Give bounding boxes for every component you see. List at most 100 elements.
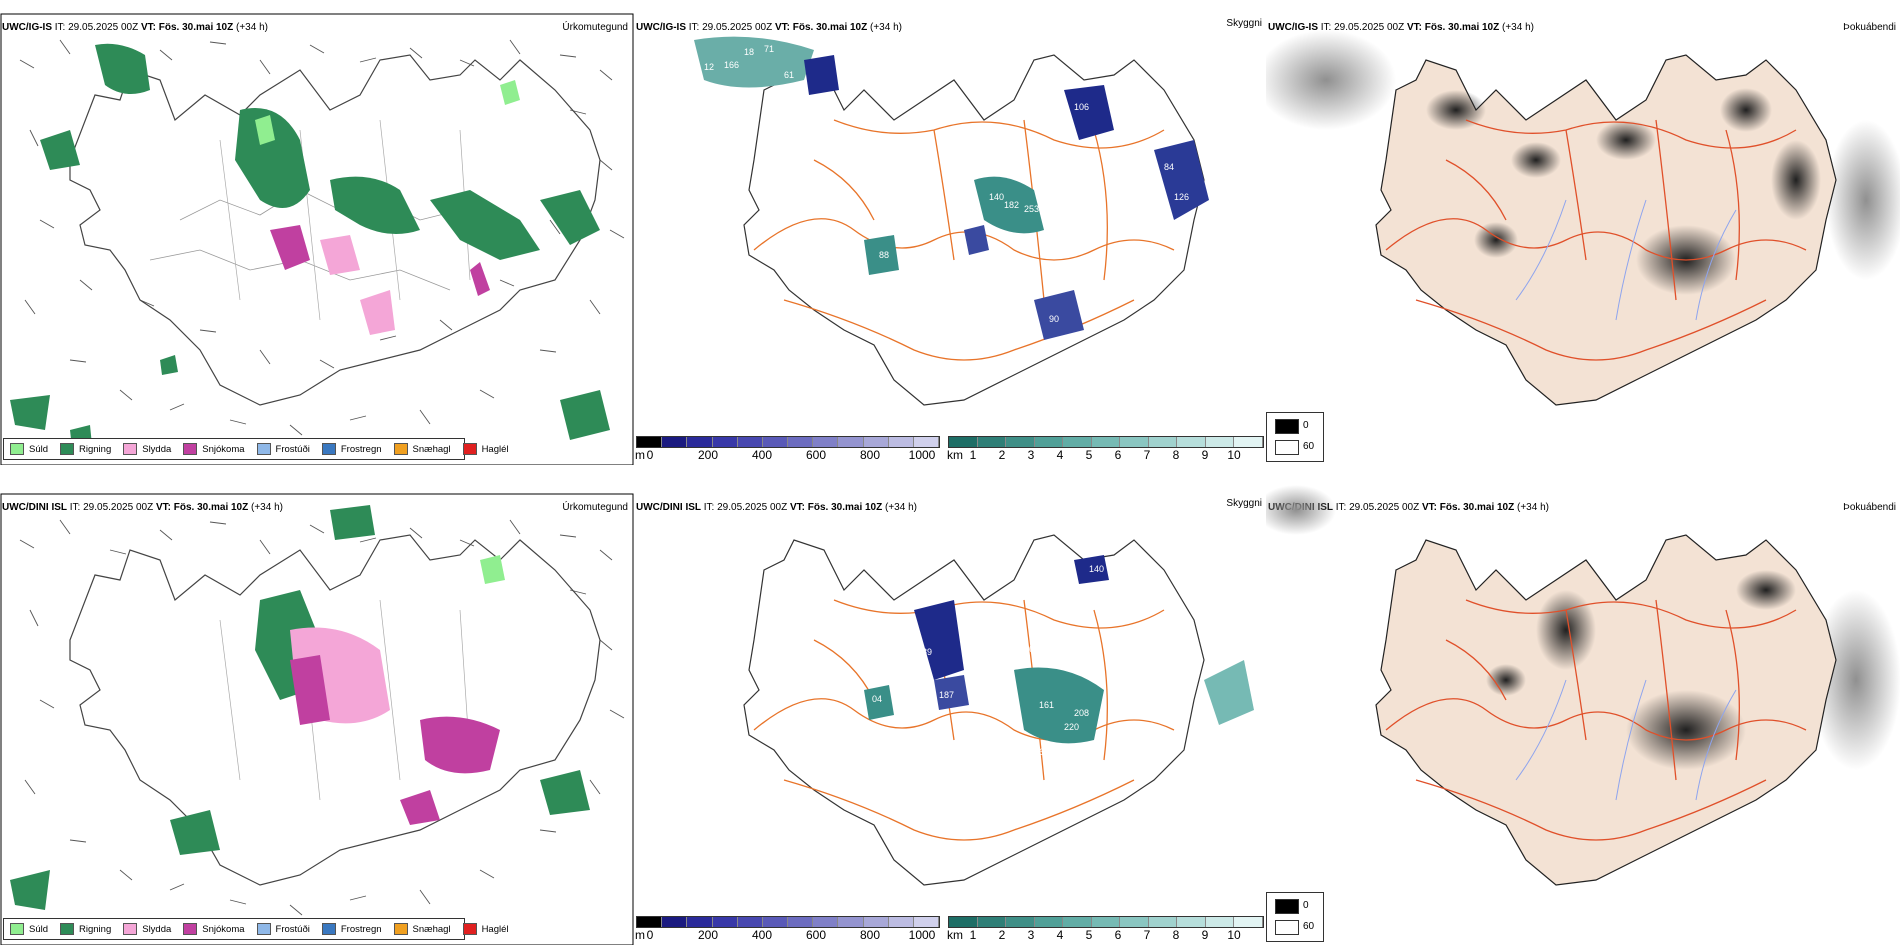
precip-map (0, 13, 634, 465)
cloud-visibility-panel: UWC/DINI ISL IT: 29.05.2025 00Z VT: Fös.… (634, 480, 1266, 950)
iceland-land (1375, 534, 1837, 886)
cloud-label: 208 (1074, 708, 1089, 718)
it-label: IT: (54, 22, 66, 33)
cloud-visibility-map: 12 166 18 71 61 106 58 35 74 140 182 253… (694, 36, 1209, 406)
forecast-row-igis: UWC/IG-IS IT: 29.05.2025 00Z VT: Fös. 30… (0, 0, 1900, 470)
legend-swatch-freezing-drizzle (256, 923, 271, 935)
fog-index-panel: UWC/IG-IS IT: 29.05.2025 00Z VT: Fös. 30… (1266, 0, 1900, 470)
it-label: IT: (703, 502, 715, 513)
legend-item-freezing-rain: Frostregn (321, 923, 382, 935)
legend-label: Slydda (142, 443, 172, 455)
colorbar-tick: 8 (1172, 928, 1180, 942)
cloud-base-labels: 12 166 18 71 61 106 58 35 74 140 182 253… (704, 44, 1189, 324)
legend-label: Haglél (481, 923, 509, 935)
precip-areas (10, 43, 610, 448)
legend-label: Haglél (481, 443, 509, 455)
fog-key-label: 0 (1303, 420, 1309, 431)
precip-type-panel: UWC/DINI ISL IT: 29.05.2025 00Z VT: Fös.… (0, 480, 634, 950)
vt-label: VT: (789, 502, 805, 513)
vt-value: Fös. 30.mai 10Z (173, 502, 249, 513)
colorbar-swatches (636, 436, 940, 448)
legend-label: Súld (29, 923, 49, 935)
panel-header: UWC/IG-IS IT: 29.05.2025 00Z VT: Fös. 30… (636, 22, 902, 33)
legend-swatch-snow-pellets (393, 443, 408, 455)
colorbar-tick: 5 (1085, 448, 1093, 462)
legend-item-snow-pellets: Snæhagl (393, 923, 451, 935)
fog-index-map (1266, 30, 1900, 406)
model-name: UWC/DINI ISL (2, 502, 67, 513)
road-network (1385, 119, 1807, 361)
cloud-label: 58 (1114, 120, 1124, 130)
it-label: IT: (1335, 502, 1347, 513)
model-name: UWC/IG-IS (2, 22, 52, 33)
colorbar-tick: 1 (969, 448, 977, 462)
cloud-label: 90 (1049, 314, 1059, 324)
colorbar-swatches (948, 436, 1264, 448)
colorbar-tick: 3 (1027, 928, 1035, 942)
panel-header: UWC/DINI ISL IT: 29.05.2025 00Z VT: Fös.… (636, 502, 917, 513)
iceland-outline (743, 534, 1205, 886)
precip-map (0, 493, 634, 945)
legend-label: Rigning (79, 923, 112, 935)
legend-item-snow-pellets: Snæhagl (393, 443, 451, 455)
iceland-land (1375, 54, 1837, 406)
cloud-label: 41 (1109, 570, 1119, 580)
colorbar-unit: m (635, 928, 645, 942)
cloud-label: 126 (1174, 192, 1189, 202)
colorbar-swatches (636, 916, 940, 928)
wind-barbs (19, 39, 625, 436)
fog-key-swatch-black (1275, 899, 1299, 914)
cloud-label: 88 (879, 250, 889, 260)
road-network (753, 599, 1175, 841)
cloud-areas (694, 36, 1209, 340)
colorbar-tick: 10 (1227, 928, 1241, 942)
legend-swatch-drizzle (10, 443, 24, 455)
lead-time: (+34 h) (1502, 22, 1534, 33)
colorbar-tick: 1000 (908, 928, 936, 942)
wind-barbs (19, 519, 625, 916)
cloud-label: 140 (1089, 564, 1104, 574)
legend-swatch-sleet (123, 923, 138, 935)
forecast-row-dini: UWC/DINI ISL IT: 29.05.2025 00Z VT: Fös.… (0, 480, 1900, 950)
vt-value: Fös. 30.mai 10Z (1424, 22, 1500, 33)
colorbar-tick: 200 (697, 928, 719, 942)
legend-item-sleet: Slydda (123, 923, 171, 935)
cloud-label: 47 (979, 282, 989, 292)
cloud-base-labels: 140 41 89 187 165 04 161 208 220 66 (872, 564, 1119, 757)
legend-item-freezing-drizzle: Frostúði (256, 923, 310, 935)
cloud-label: 12 (704, 62, 714, 72)
cloud-label: 18 (744, 47, 754, 57)
legend-label: Rigning (79, 443, 112, 455)
cloud-label: 253 (1024, 204, 1039, 214)
fog-patches (1486, 570, 1796, 770)
lead-time: (+34 h) (1517, 502, 1549, 513)
colorbar-tick: 9 (1201, 928, 1209, 942)
river-network (1515, 199, 1737, 321)
legend-label: Snæhagl (412, 923, 451, 935)
colorbar-tick: 600 (805, 928, 827, 942)
colorbar-tick: 6 (1114, 928, 1122, 942)
legend-swatch-snow (183, 443, 198, 455)
colorbar-tick: 400 (751, 928, 773, 942)
cloud-label: 106 (1074, 102, 1089, 112)
fog-key: 0 60 (1266, 892, 1324, 942)
colorbar-tick: 4 (1056, 928, 1064, 942)
legend-item-rain: Rigning (60, 443, 111, 455)
legend-swatch-sleet (123, 443, 138, 455)
lead-time: (+34 h) (251, 502, 283, 513)
vt-value: Fös. 30.mai 10Z (158, 22, 234, 33)
precip-panel-title: Úrkomutegund (562, 22, 628, 33)
cloud-visibility-map: 140 41 89 187 165 04 161 208 220 66 (743, 534, 1254, 886)
colorbar-tick: 800 (859, 928, 881, 942)
cloud-label: 74 (844, 167, 854, 177)
cloud-label: 71 (764, 44, 774, 54)
fog-index-map (1266, 485, 1900, 886)
colorbar-tick: 600 (805, 448, 827, 462)
vt-label: VT: (1406, 22, 1422, 33)
cloud-label: 61 (784, 70, 794, 80)
legend-item-rain: Rigning (60, 923, 111, 935)
fog-key: 0 60 (1266, 412, 1324, 462)
cloud-label: 35 (834, 142, 844, 152)
fog-key-swatch-black (1275, 419, 1299, 434)
legend-item-drizzle: Súld (10, 443, 48, 455)
